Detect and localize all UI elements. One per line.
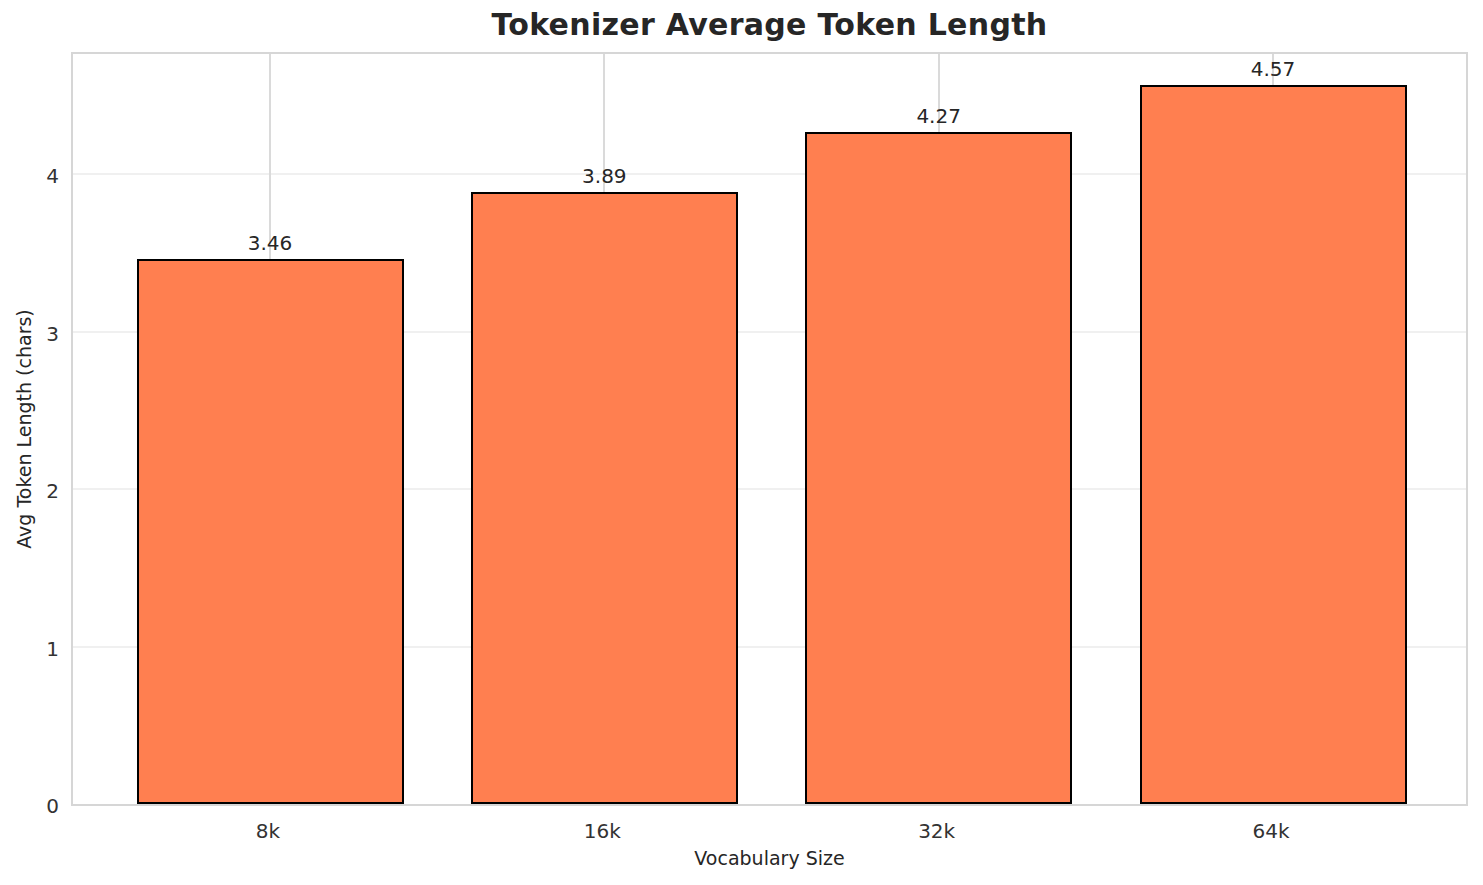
bar <box>137 259 404 804</box>
chart-title: Tokenizer Average Token Length <box>71 7 1468 42</box>
bar-value-label: 3.89 <box>534 164 674 188</box>
figure: Tokenizer Average Token Length Avg Token… <box>0 0 1483 885</box>
bar-value-label: 3.46 <box>200 231 340 255</box>
y-tick-label: 1 <box>9 636 59 662</box>
y-tick-label: 3 <box>9 321 59 347</box>
bar-value-label: 4.57 <box>1203 57 1343 81</box>
bar <box>1140 85 1407 804</box>
bar-value-label: 4.27 <box>869 104 1009 128</box>
x-tick-label: 16k <box>532 818 672 844</box>
x-tick-label: 32k <box>867 818 1007 844</box>
x-tick-label: 8k <box>198 818 338 844</box>
y-tick-label: 4 <box>9 163 59 189</box>
y-tick-label: 2 <box>9 478 59 504</box>
bar <box>471 192 738 804</box>
x-tick-label: 64k <box>1201 818 1341 844</box>
y-tick-label: 0 <box>9 793 59 819</box>
bar <box>805 132 1072 804</box>
plot-area: 3.46 3.89 4.27 4.57 <box>71 52 1468 806</box>
x-axis-label: Vocabulary Size <box>71 847 1468 869</box>
